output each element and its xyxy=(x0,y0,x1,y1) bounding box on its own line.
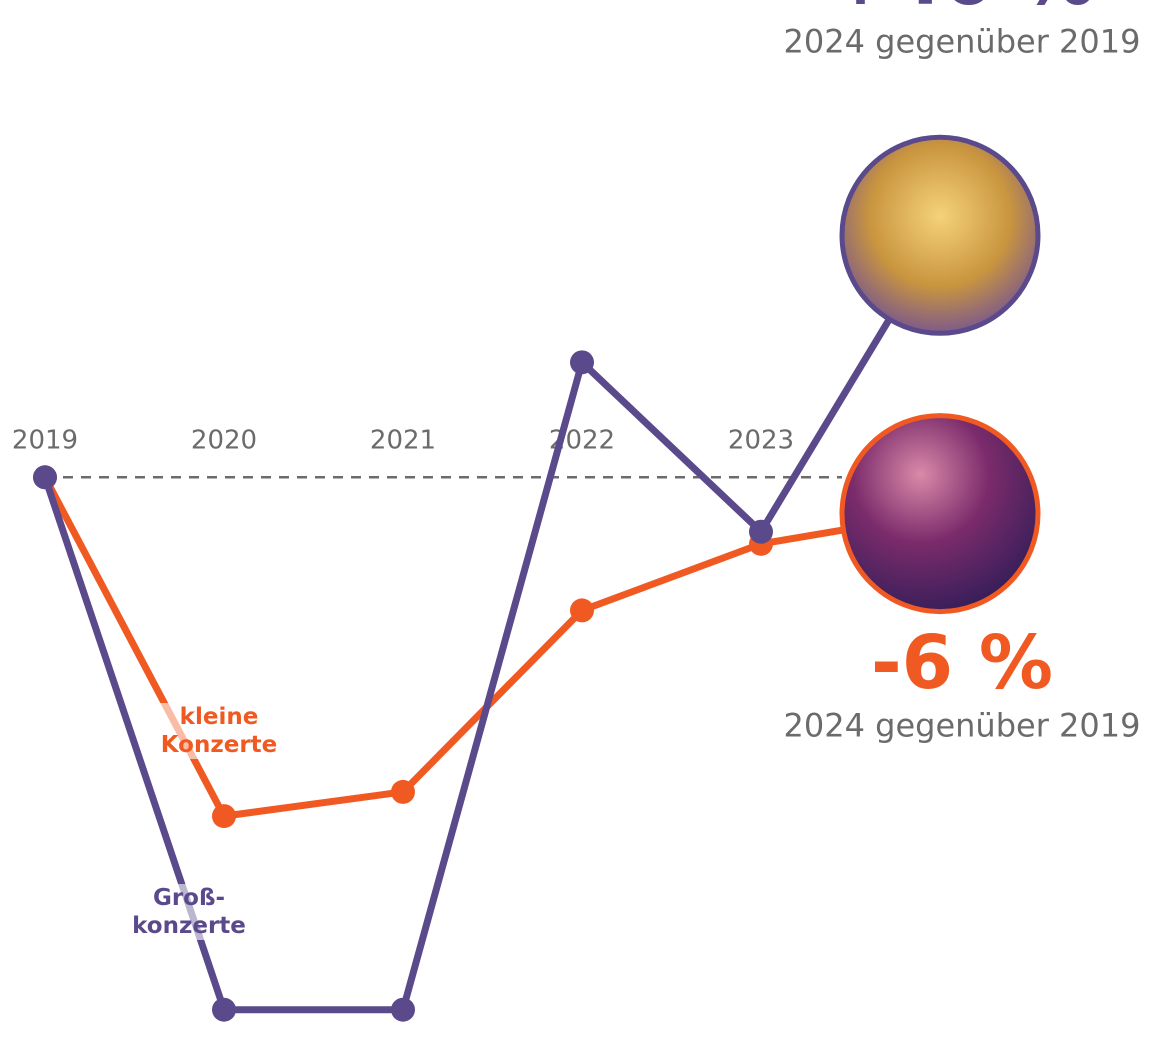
value-label: -6 % xyxy=(871,620,1053,706)
point xyxy=(212,804,236,829)
x-tick-label: 2020 xyxy=(191,426,257,456)
series-line xyxy=(41,475,941,820)
point xyxy=(749,519,773,544)
series-label: kleine Konzerte xyxy=(152,703,286,759)
point xyxy=(33,465,57,490)
point xyxy=(391,779,415,804)
annotation: 2024 gegenüber 2019 xyxy=(784,707,1141,745)
annotation: 2024 gegenüber 2019 xyxy=(784,22,1141,60)
end-photo-circle xyxy=(839,413,1041,615)
x-tick-label: 2023 xyxy=(728,426,794,456)
x-tick-label: 2021 xyxy=(370,426,436,456)
value-label: +40 % xyxy=(830,0,1095,22)
point xyxy=(570,350,594,375)
point xyxy=(391,997,415,1022)
end-photo-circle xyxy=(839,134,1041,336)
point xyxy=(212,997,236,1022)
point xyxy=(570,598,594,623)
x-tick-label: 2019 xyxy=(12,426,78,456)
series-label: Groß-konzerte xyxy=(128,884,250,940)
